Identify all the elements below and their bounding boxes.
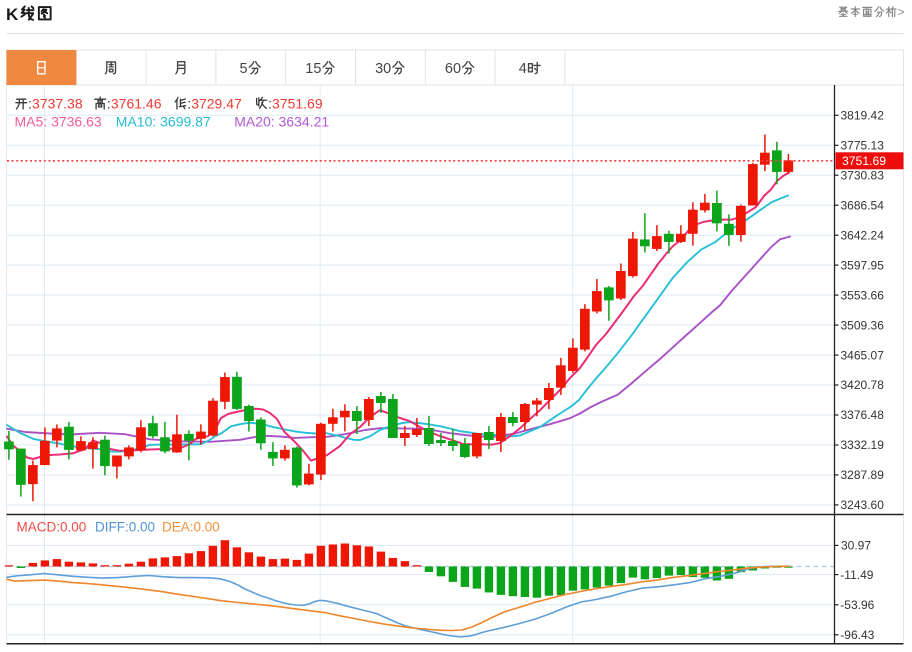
svg-text::: : xyxy=(28,96,32,112)
svg-text:3332.19: 3332.19 xyxy=(841,438,885,452)
svg-text:3737.38: 3737.38 xyxy=(32,96,83,112)
svg-text:MA20: 3634.21: MA20: 3634.21 xyxy=(234,114,329,130)
svg-text:MA10: 3699.87: MA10: 3699.87 xyxy=(116,114,211,130)
svg-text:3730.83: 3730.83 xyxy=(841,168,885,182)
svg-text:3819.42: 3819.42 xyxy=(841,109,885,123)
svg-text:3420.78: 3420.78 xyxy=(841,378,885,392)
svg-text:MA5: 3736.63: MA5: 3736.63 xyxy=(15,114,102,130)
svg-text:-11.49: -11.49 xyxy=(840,568,873,582)
svg-text:3751.69: 3751.69 xyxy=(842,154,886,168)
svg-text:3775.13: 3775.13 xyxy=(841,139,885,153)
svg-text::: : xyxy=(107,96,111,112)
svg-text::: : xyxy=(268,96,272,112)
svg-text::: : xyxy=(187,96,191,112)
svg-text:3642.24: 3642.24 xyxy=(841,228,885,242)
svg-text:DEA:0.00: DEA:0.00 xyxy=(162,520,220,535)
svg-text:30: 30 xyxy=(375,61,391,77)
svg-text:4: 4 xyxy=(519,61,527,77)
svg-text:MACD:0.00: MACD:0.00 xyxy=(17,520,87,535)
svg-text:5: 5 xyxy=(240,61,248,77)
svg-text:3553.66: 3553.66 xyxy=(841,288,885,302)
svg-text:3243.60: 3243.60 xyxy=(841,498,885,512)
svg-text:-96.43: -96.43 xyxy=(840,628,874,642)
svg-text:>: > xyxy=(898,5,905,19)
svg-text:3376.48: 3376.48 xyxy=(841,408,885,422)
svg-text:K: K xyxy=(6,5,19,24)
svg-text:3509.36: 3509.36 xyxy=(841,318,885,332)
svg-text:3751.69: 3751.69 xyxy=(272,96,323,112)
svg-text:15: 15 xyxy=(305,61,321,77)
svg-text:3597.95: 3597.95 xyxy=(841,258,885,272)
svg-text:3686.54: 3686.54 xyxy=(841,198,885,212)
svg-text:60: 60 xyxy=(445,61,461,77)
svg-text:30.97: 30.97 xyxy=(841,539,871,553)
svg-text:3287.89: 3287.89 xyxy=(841,468,885,482)
svg-text:-53.96: -53.96 xyxy=(840,598,874,612)
svg-text:3465.07: 3465.07 xyxy=(841,348,885,362)
svg-text:DIFF:0.00: DIFF:0.00 xyxy=(95,520,155,535)
svg-text:3729.47: 3729.47 xyxy=(191,96,242,112)
svg-text:3761.46: 3761.46 xyxy=(111,96,162,112)
